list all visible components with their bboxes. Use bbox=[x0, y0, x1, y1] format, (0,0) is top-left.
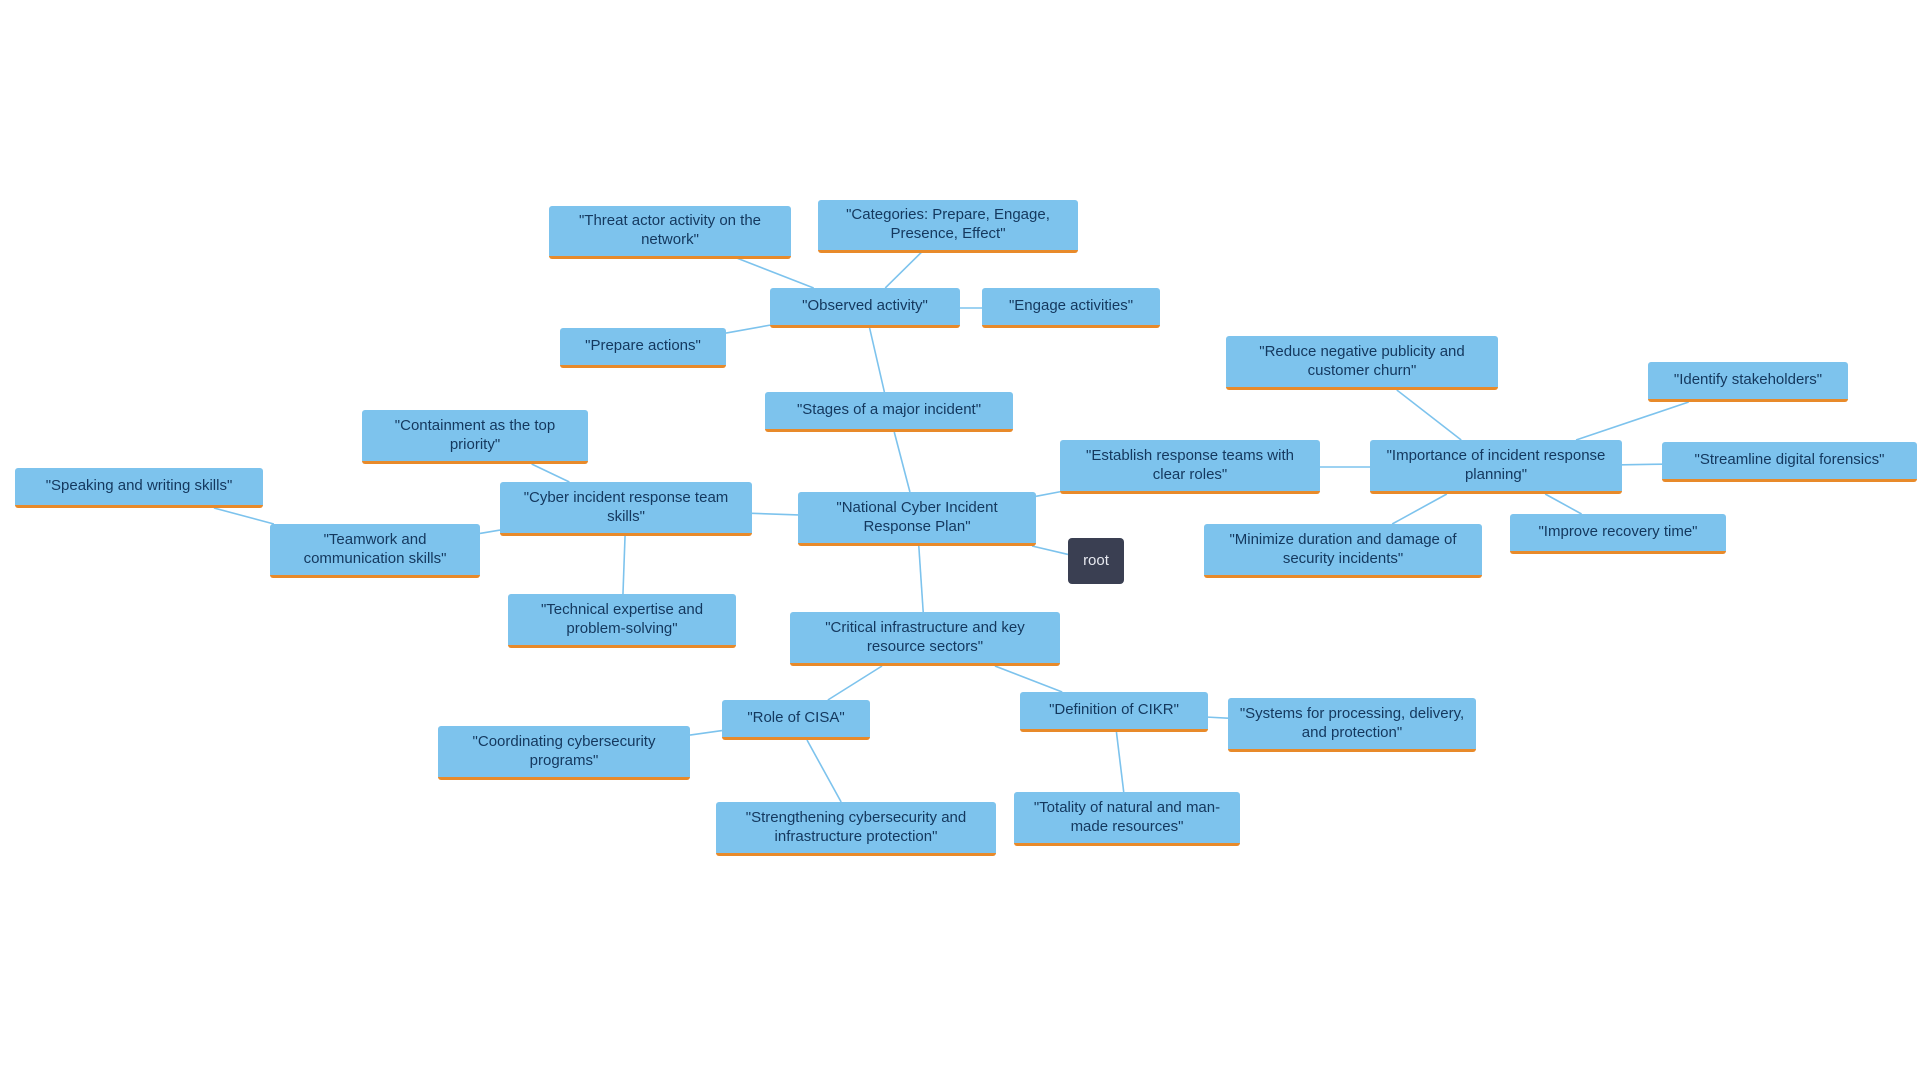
node-label: "Teamwork and communication skills" bbox=[280, 531, 470, 569]
edge bbox=[1576, 402, 1689, 440]
edge bbox=[1545, 494, 1581, 514]
concept-node[interactable]: "Cyber incident response team skills" bbox=[500, 482, 752, 536]
edge bbox=[1036, 492, 1060, 497]
node-label: "Importance of incident response plannin… bbox=[1380, 447, 1612, 485]
edge bbox=[1397, 390, 1461, 440]
concept-node[interactable]: "Technical expertise and problem-solving… bbox=[508, 594, 736, 648]
node-label: "Identify stakeholders" bbox=[1674, 371, 1822, 390]
node-label: "Definition of CIKR" bbox=[1049, 701, 1179, 720]
node-label: "Technical expertise and problem-solving… bbox=[518, 601, 726, 639]
node-label: "Critical infrastructure and key resourc… bbox=[800, 619, 1050, 657]
node-label: root bbox=[1083, 552, 1109, 571]
concept-node[interactable]: "Teamwork and communication skills" bbox=[270, 524, 480, 578]
edge bbox=[1392, 494, 1447, 524]
node-label: "Threat actor activity on the network" bbox=[559, 212, 781, 250]
node-label: "Prepare actions" bbox=[585, 337, 701, 356]
node-label: "Containment as the top priority" bbox=[372, 417, 578, 455]
node-label: "Role of CISA" bbox=[747, 709, 844, 728]
node-label: "Streamline digital forensics" bbox=[1695, 451, 1885, 470]
edge bbox=[214, 508, 274, 524]
edge bbox=[1116, 732, 1123, 792]
concept-node[interactable]: "Engage activities" bbox=[982, 288, 1160, 328]
node-label: "Categories: Prepare, Engage, Presence, … bbox=[828, 206, 1068, 244]
node-label: "Speaking and writing skills" bbox=[46, 477, 233, 496]
node-label: "Totality of natural and man-made resour… bbox=[1024, 799, 1230, 837]
concept-node[interactable]: "Critical infrastructure and key resourc… bbox=[790, 612, 1060, 666]
concept-node[interactable]: "National Cyber Incident Response Plan" bbox=[798, 492, 1036, 546]
concept-node[interactable]: "Importance of incident response plannin… bbox=[1370, 440, 1622, 494]
concept-node[interactable]: "Streamline digital forensics" bbox=[1662, 442, 1917, 482]
diagram-canvas: root "National Cyber Incident Response Pl… bbox=[0, 0, 1920, 1080]
node-label: "Cyber incident response team skills" bbox=[510, 489, 742, 527]
edge bbox=[828, 666, 882, 700]
concept-node[interactable]: "Prepare actions" bbox=[560, 328, 726, 368]
edge bbox=[737, 258, 814, 288]
node-label: "Engage activities" bbox=[1009, 297, 1133, 316]
edge bbox=[807, 740, 841, 802]
concept-node[interactable]: "Containment as the top priority" bbox=[362, 410, 588, 464]
concept-node[interactable]: "Categories: Prepare, Engage, Presence, … bbox=[818, 200, 1078, 253]
concept-node[interactable]: "Observed activity" bbox=[770, 288, 960, 328]
node-label: "Reduce negative publicity and customer … bbox=[1236, 343, 1488, 381]
node-label: "Stages of a major incident" bbox=[797, 401, 981, 420]
edge bbox=[752, 513, 798, 515]
node-label: "Strengthening cybersecurity and infrast… bbox=[726, 809, 986, 847]
edge bbox=[1208, 717, 1228, 718]
node-label: "Minimize duration and damage of securit… bbox=[1214, 531, 1472, 569]
edge bbox=[885, 252, 921, 288]
root-node[interactable]: root bbox=[1068, 538, 1124, 584]
edge bbox=[623, 536, 625, 594]
concept-node[interactable]: "Totality of natural and man-made resour… bbox=[1014, 792, 1240, 846]
node-label: "National Cyber Incident Response Plan" bbox=[808, 499, 1026, 537]
edge bbox=[480, 530, 500, 533]
concept-node[interactable]: "Definition of CIKR" bbox=[1020, 692, 1208, 732]
node-label: "Establish response teams with clear rol… bbox=[1070, 447, 1310, 485]
concept-node[interactable]: "Improve recovery time" bbox=[1510, 514, 1726, 554]
edge bbox=[870, 328, 885, 392]
concept-node[interactable]: "Minimize duration and damage of securit… bbox=[1204, 524, 1482, 578]
concept-node[interactable]: "Role of CISA" bbox=[722, 700, 870, 740]
edge bbox=[532, 464, 570, 482]
edge bbox=[1622, 464, 1662, 465]
edge bbox=[919, 546, 923, 612]
edge bbox=[690, 731, 722, 736]
edge bbox=[995, 666, 1062, 692]
concept-node[interactable]: "Threat actor activity on the network" bbox=[549, 206, 791, 259]
node-label: "Coordinating cybersecurity programs" bbox=[448, 733, 680, 771]
concept-node[interactable]: "Systems for processing, delivery, and p… bbox=[1228, 698, 1476, 752]
concept-node[interactable]: "Reduce negative publicity and customer … bbox=[1226, 336, 1498, 390]
edge bbox=[1032, 546, 1068, 554]
edge bbox=[726, 325, 770, 333]
node-label: "Systems for processing, delivery, and p… bbox=[1238, 705, 1466, 743]
concept-node[interactable]: "Stages of a major incident" bbox=[765, 392, 1013, 432]
node-label: "Improve recovery time" bbox=[1538, 523, 1697, 542]
concept-node[interactable]: "Speaking and writing skills" bbox=[15, 468, 263, 508]
concept-node[interactable]: "Coordinating cybersecurity programs" bbox=[438, 726, 690, 780]
concept-node[interactable]: "Establish response teams with clear rol… bbox=[1060, 440, 1320, 494]
node-label: "Observed activity" bbox=[802, 297, 928, 316]
concept-node[interactable]: "Identify stakeholders" bbox=[1648, 362, 1848, 402]
concept-node[interactable]: "Strengthening cybersecurity and infrast… bbox=[716, 802, 996, 856]
edge bbox=[894, 432, 910, 492]
